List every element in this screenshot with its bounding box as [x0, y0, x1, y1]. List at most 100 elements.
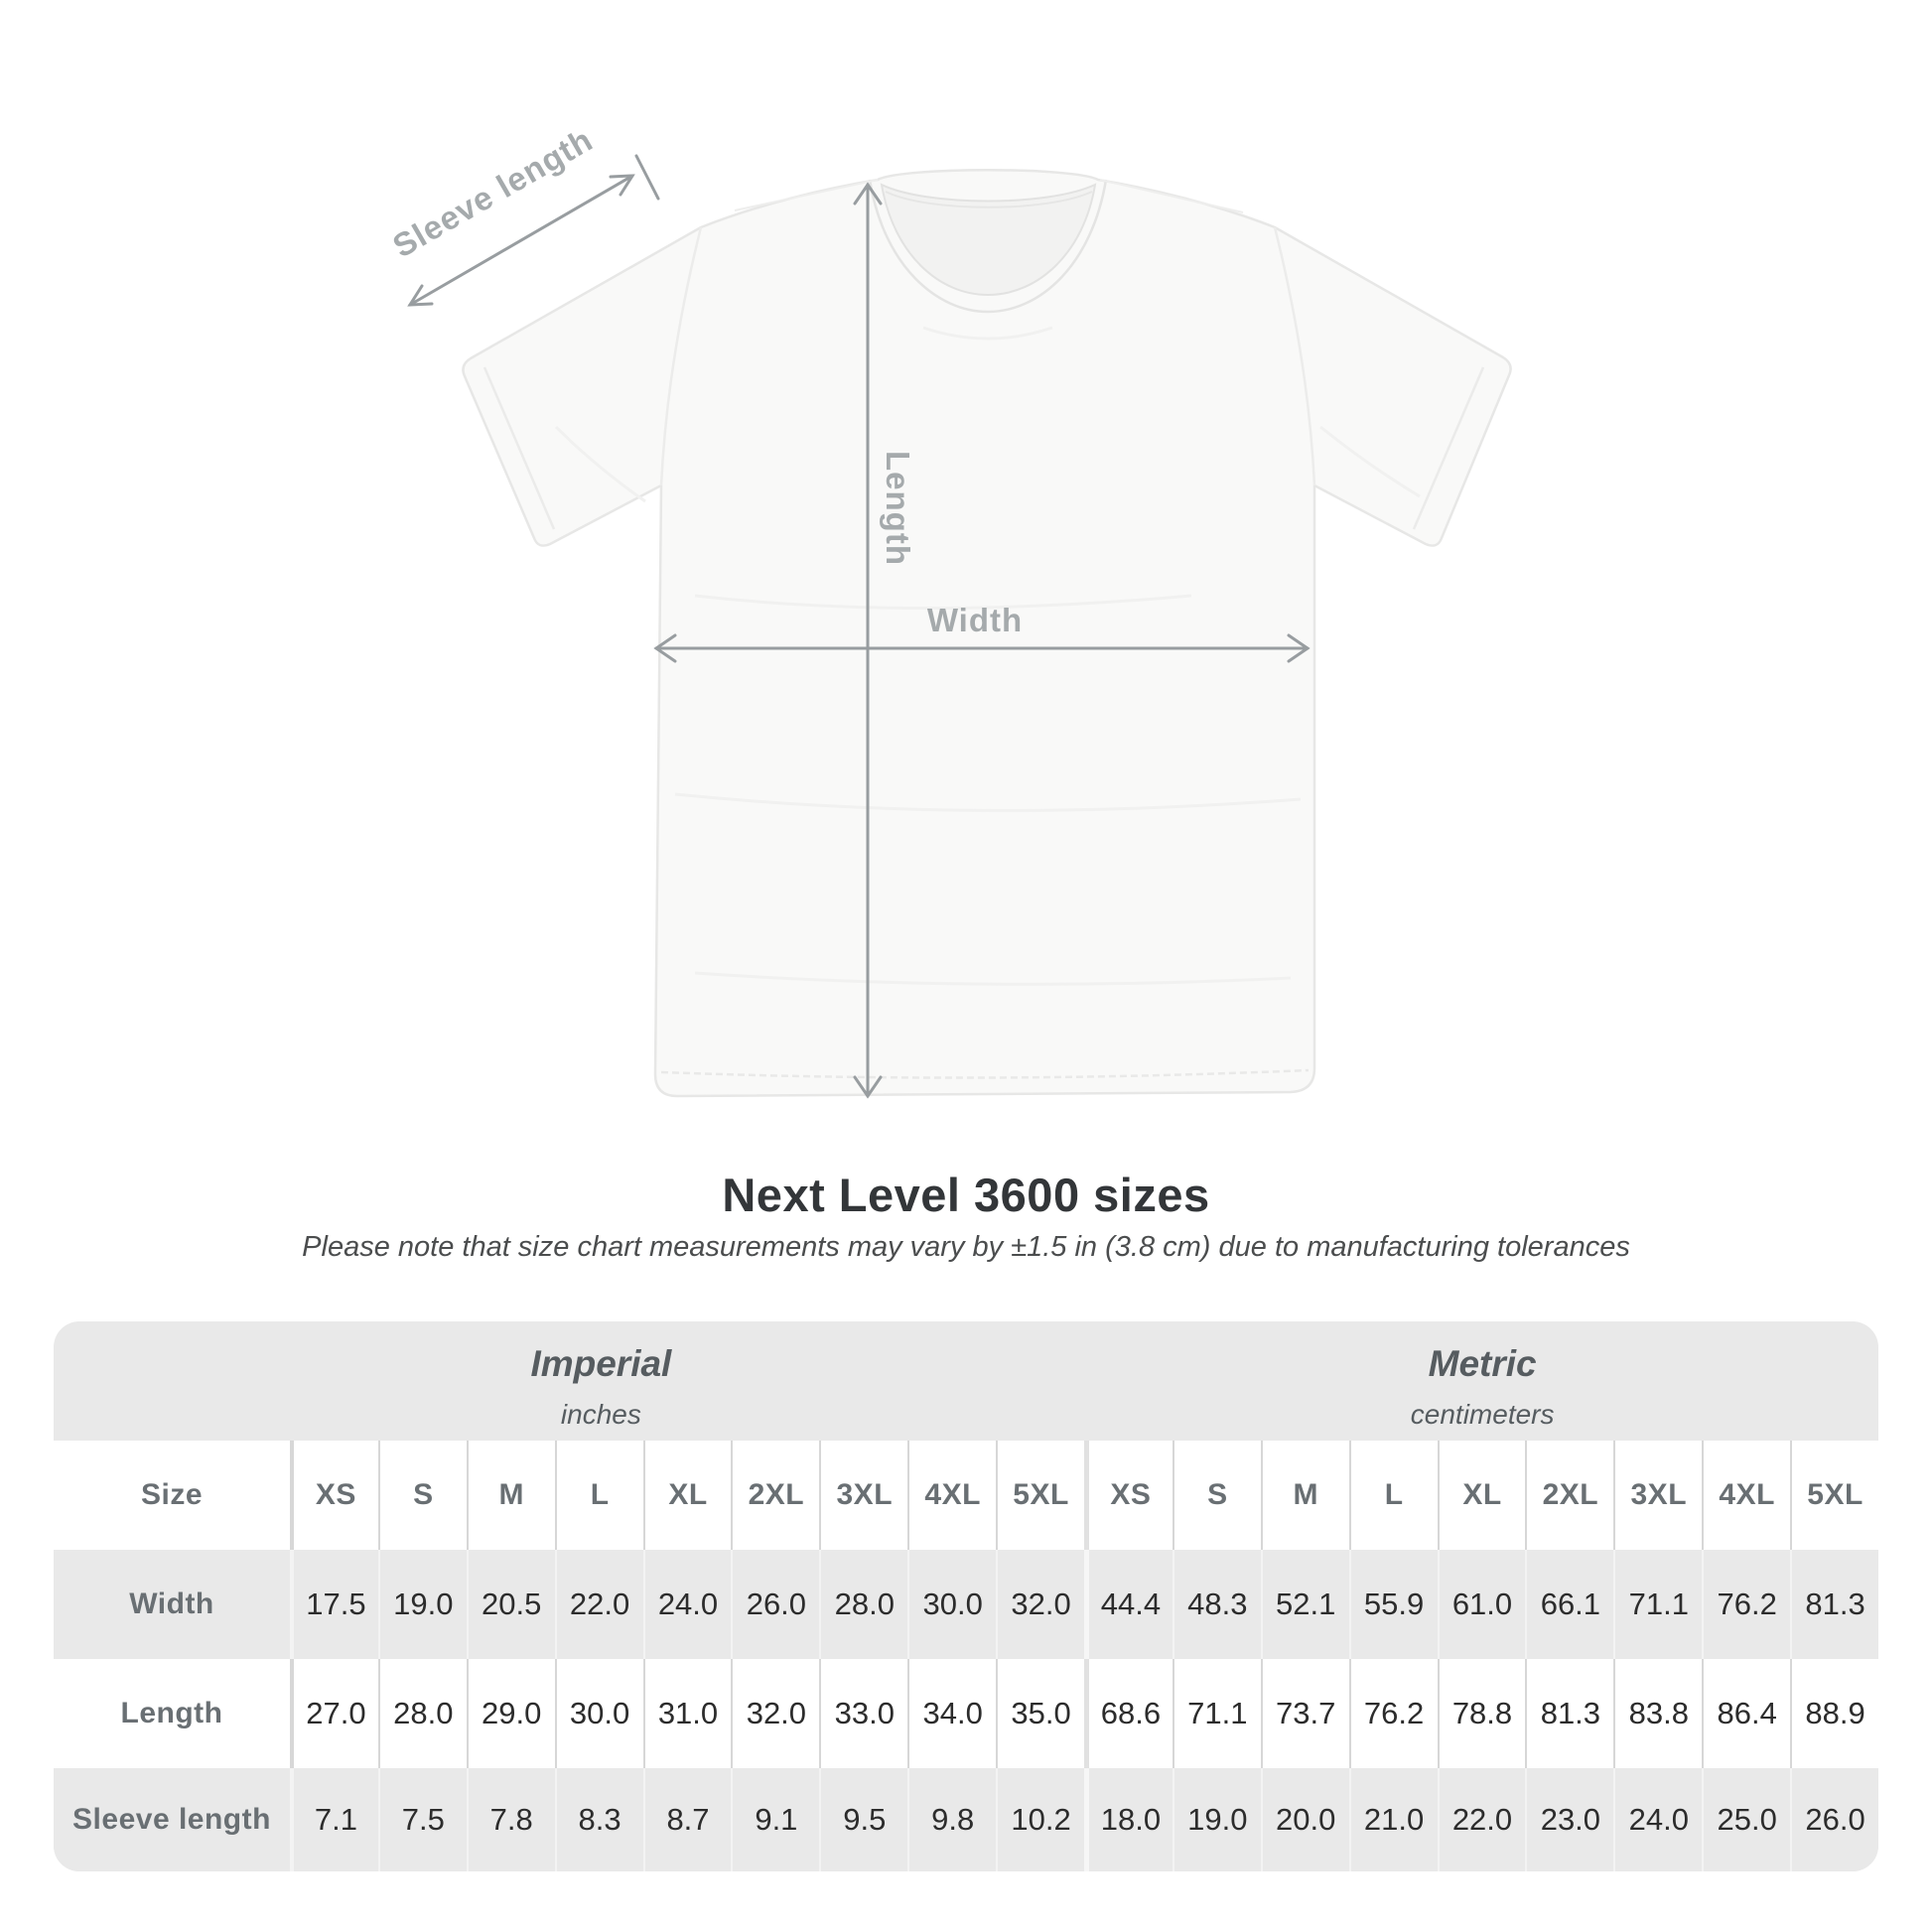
size-header-imperial-m: M	[466, 1441, 555, 1550]
value-cell-imperial: 22.0	[554, 1550, 643, 1659]
value-cell-imperial: 9.8	[907, 1768, 997, 1871]
value-cell-metric: 81.3	[1790, 1550, 1878, 1659]
size-column-header: Size	[54, 1441, 290, 1550]
value-cell-imperial: 17.5	[290, 1550, 378, 1659]
size-header-metric-4xl: 4XL	[1702, 1441, 1791, 1550]
value-cell-metric: 83.8	[1613, 1659, 1703, 1768]
value-cell-imperial: 27.0	[290, 1659, 378, 1768]
size-header-metric-5xl: 5XL	[1790, 1441, 1878, 1550]
metric-label: Metric	[1428, 1343, 1537, 1384]
size-header-imperial-s: S	[377, 1441, 467, 1550]
size-header-imperial-xl: XL	[642, 1441, 732, 1550]
value-cell-metric: 81.3	[1525, 1659, 1614, 1768]
bottom-hem-stitch	[660, 1068, 1310, 1079]
size-header-metric-s: S	[1172, 1441, 1261, 1550]
size-header-imperial-l: L	[554, 1441, 643, 1550]
size-header-imperial-5xl: 5XL	[996, 1441, 1084, 1550]
value-cell-imperial: 19.0	[377, 1550, 467, 1659]
size-header-metric-2xl: 2XL	[1525, 1441, 1614, 1550]
sleeve-length-label: Sleeve length	[386, 121, 599, 265]
value-cell-imperial: 10.2	[996, 1768, 1084, 1871]
sleeve-length-arrow	[407, 154, 660, 307]
value-cell-metric: 86.4	[1702, 1659, 1791, 1768]
size-header-metric-xs: XS	[1083, 1441, 1173, 1550]
value-cell-imperial: 26.0	[731, 1550, 820, 1659]
size-header-metric-m: M	[1260, 1441, 1349, 1550]
value-cell-metric: 19.0	[1172, 1768, 1261, 1871]
value-cell-imperial: 7.5	[377, 1768, 467, 1871]
sleeve-stitch-left	[483, 366, 556, 530]
value-cell-metric: 18.0	[1083, 1768, 1173, 1871]
value-cell-metric: 73.7	[1260, 1659, 1349, 1768]
size-header-imperial-xs: XS	[290, 1441, 378, 1550]
value-cell-metric: 26.0	[1790, 1768, 1878, 1871]
value-cell-metric: 88.9	[1790, 1659, 1878, 1768]
value-cell-imperial: 32.0	[996, 1550, 1084, 1659]
value-cell-imperial: 35.0	[996, 1659, 1084, 1768]
tshirt-diagram: Sleeve length Length Width	[386, 121, 1512, 1099]
value-cell-imperial: 9.1	[731, 1768, 820, 1871]
width-label: Width	[927, 602, 1023, 638]
value-cell-metric: 71.1	[1613, 1550, 1703, 1659]
size-table: Imperial inches Metric centimeters Size X…	[54, 1321, 1878, 1871]
value-cell-imperial: 7.1	[290, 1768, 378, 1871]
table-grid: Size XS S M L XL 2XL 3XL 4XL 5XL XS S M L XL 2XL 3XL 4XL 5…	[54, 1441, 1878, 1871]
value-cell-metric: 78.8	[1437, 1659, 1526, 1768]
value-cell-metric: 71.1	[1172, 1659, 1261, 1768]
value-cell-metric: 48.3	[1172, 1550, 1261, 1659]
size-header-imperial-3xl: 3XL	[819, 1441, 908, 1550]
value-cell-metric: 20.0	[1260, 1768, 1349, 1871]
value-cell-imperial: 8.7	[642, 1768, 732, 1871]
collar	[734, 179, 1244, 314]
tolerance-note: Please note that size chart measurements…	[302, 1231, 1630, 1263]
value-cell-imperial: 24.0	[642, 1550, 732, 1659]
value-cell-metric: 21.0	[1348, 1768, 1438, 1871]
width-arrow	[653, 633, 1311, 663]
imperial-label: Imperial	[530, 1343, 672, 1384]
value-cell-metric: 23.0	[1525, 1768, 1614, 1871]
value-cell-metric: 61.0	[1437, 1550, 1526, 1659]
value-cell-imperial: 32.0	[731, 1659, 820, 1768]
value-cell-imperial: 31.0	[642, 1659, 732, 1768]
length-arrow	[853, 182, 883, 1099]
size-header-metric-3xl: 3XL	[1613, 1441, 1703, 1550]
value-cell-imperial: 28.0	[819, 1550, 908, 1659]
unit-group-header: Imperial inches Metric centimeters	[54, 1321, 1878, 1441]
size-header-imperial-4xl: 4XL	[907, 1441, 997, 1550]
value-cell-metric: 52.1	[1260, 1550, 1349, 1659]
value-cell-imperial: 30.0	[907, 1550, 997, 1659]
value-cell-metric: 76.2	[1348, 1659, 1438, 1768]
value-cell-metric: 68.6	[1083, 1659, 1173, 1768]
value-cell-imperial: 33.0	[819, 1659, 908, 1768]
value-cell-imperial: 9.5	[819, 1768, 908, 1871]
value-cell-imperial: 34.0	[907, 1659, 997, 1768]
armhole-seam-right	[1273, 226, 1316, 486]
value-cell-imperial: 30.0	[554, 1659, 643, 1768]
value-cell-imperial: 20.5	[466, 1550, 555, 1659]
row-label: Sleeve length	[54, 1768, 290, 1871]
value-cell-imperial: 7.8	[466, 1768, 555, 1871]
size-header-metric-l: L	[1348, 1441, 1438, 1550]
value-cell-metric: 44.4	[1083, 1550, 1173, 1659]
value-cell-imperial: 28.0	[377, 1659, 467, 1768]
value-cell-metric: 24.0	[1613, 1768, 1703, 1871]
metric-group: Metric centimeters	[1411, 1343, 1555, 1431]
value-cell-imperial: 8.3	[554, 1768, 643, 1871]
size-header-imperial-2xl: 2XL	[731, 1441, 820, 1550]
value-cell-metric: 66.1	[1525, 1550, 1614, 1659]
value-cell-imperial: 29.0	[466, 1659, 555, 1768]
sleeve-stitch-right	[1412, 366, 1485, 530]
imperial-unit: inches	[560, 1399, 641, 1430]
value-cell-metric: 25.0	[1702, 1768, 1791, 1871]
page-title: Next Level 3600 sizes	[722, 1169, 1210, 1221]
value-cell-metric: 22.0	[1437, 1768, 1526, 1871]
row-label: Width	[54, 1550, 290, 1659]
length-label: Length	[880, 451, 916, 566]
value-cell-metric: 76.2	[1702, 1550, 1791, 1659]
size-header-metric-xl: XL	[1437, 1441, 1526, 1550]
row-label: Length	[54, 1659, 290, 1768]
armhole-seam-left	[659, 226, 703, 486]
fabric-wrinkles	[554, 326, 1421, 986]
value-cell-metric: 55.9	[1348, 1550, 1438, 1659]
